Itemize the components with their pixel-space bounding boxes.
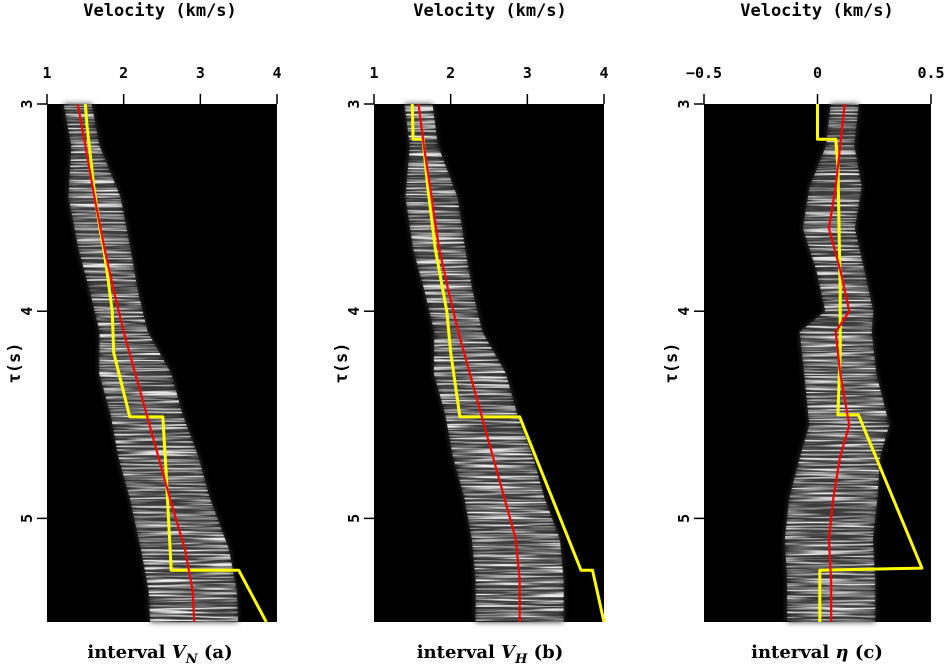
y-tick-label: 3 (345, 99, 363, 108)
y-tick-label: 3 (18, 99, 36, 108)
x-tick-label: 0 (813, 64, 822, 82)
y-tick-label: 5 (675, 514, 693, 523)
panel-a-caption: interval VN (a) (87, 642, 232, 664)
caption-panel-letter: (b) (527, 642, 563, 663)
panel-a-x-ticks: 1 2 3 4 (42, 64, 282, 104)
x-tick-label: 1 (369, 64, 378, 82)
caption-text: interval (751, 642, 835, 663)
panel-b-y-ticks: 3 4 5 (345, 99, 374, 523)
panel-a-curves (76, 103, 268, 623)
x-tick-label: 0.5 (917, 64, 944, 82)
x-tick-label: 4 (272, 64, 281, 82)
caption-symbol: V (501, 642, 517, 663)
panel-b-caption: interval VH (b) (417, 642, 564, 664)
caption-symbol: η (836, 642, 849, 663)
red-smooth-line (827, 103, 851, 622)
x-tick-label: 4 (599, 64, 608, 82)
panel-c-y-ticks: 3 4 5 (675, 99, 704, 523)
yellow-pick-line (83, 103, 268, 623)
panel-c-y-axis-label: τ(s) (662, 343, 682, 384)
panel-c-title: Velocity (km/s) (740, 1, 894, 21)
panel-a-title: Velocity (km/s) (83, 1, 237, 21)
caption-text: interval (87, 642, 171, 663)
yellow-pick-line (410, 103, 606, 623)
x-tick-label: 3 (523, 64, 532, 82)
red-smooth-line (76, 103, 196, 623)
panel-a-y-ticks: 3 4 5 (18, 99, 47, 523)
red-smooth-line (417, 103, 521, 622)
caption-subscript: N (185, 652, 199, 664)
y-tick-label: 4 (675, 307, 693, 316)
yellow-pick-line (816, 104, 924, 622)
y-tick-label: 3 (675, 99, 693, 108)
panel-b-y-axis-label: τ(s) (332, 343, 352, 384)
panel-b-x-ticks: 1 2 3 4 (369, 64, 609, 104)
x-tick-label: 2 (119, 64, 128, 82)
panel-b: Velocity (km/s) 1 2 3 4 3 4 5 τ(s) interval V… (332, 1, 609, 664)
panel-b-title: Velocity (km/s) (413, 1, 567, 21)
x-tick-label: 3 (196, 64, 205, 82)
y-tick-label: 5 (345, 514, 363, 523)
panel-c-curves (816, 103, 924, 622)
caption-panel-letter: (c) (849, 642, 883, 663)
panel-c: Velocity (km/s) −0.5 0 0.5 3 4 5 τ(s) interv… (662, 1, 945, 663)
panel-c-x-ticks: −0.5 0 0.5 (686, 64, 945, 104)
x-tick-label: −0.5 (686, 64, 722, 82)
panel-b-curves (410, 103, 606, 623)
panel-a: Velocity (km/s) 1 2 3 4 3 4 5 τ(s) interval V… (5, 1, 282, 664)
caption-subscript: H (514, 652, 528, 664)
panel-a-y-axis-label: τ(s) (5, 343, 25, 384)
x-tick-label: 1 (42, 64, 51, 82)
x-tick-label: 2 (446, 64, 455, 82)
y-tick-label: 5 (18, 514, 36, 523)
y-tick-label: 4 (18, 307, 36, 316)
panel-c-caption: interval η (c) (751, 642, 883, 663)
caption-panel-letter: (a) (198, 642, 233, 663)
caption-text: interval (417, 642, 501, 663)
caption-symbol: V (172, 642, 188, 663)
y-tick-label: 4 (345, 307, 363, 316)
